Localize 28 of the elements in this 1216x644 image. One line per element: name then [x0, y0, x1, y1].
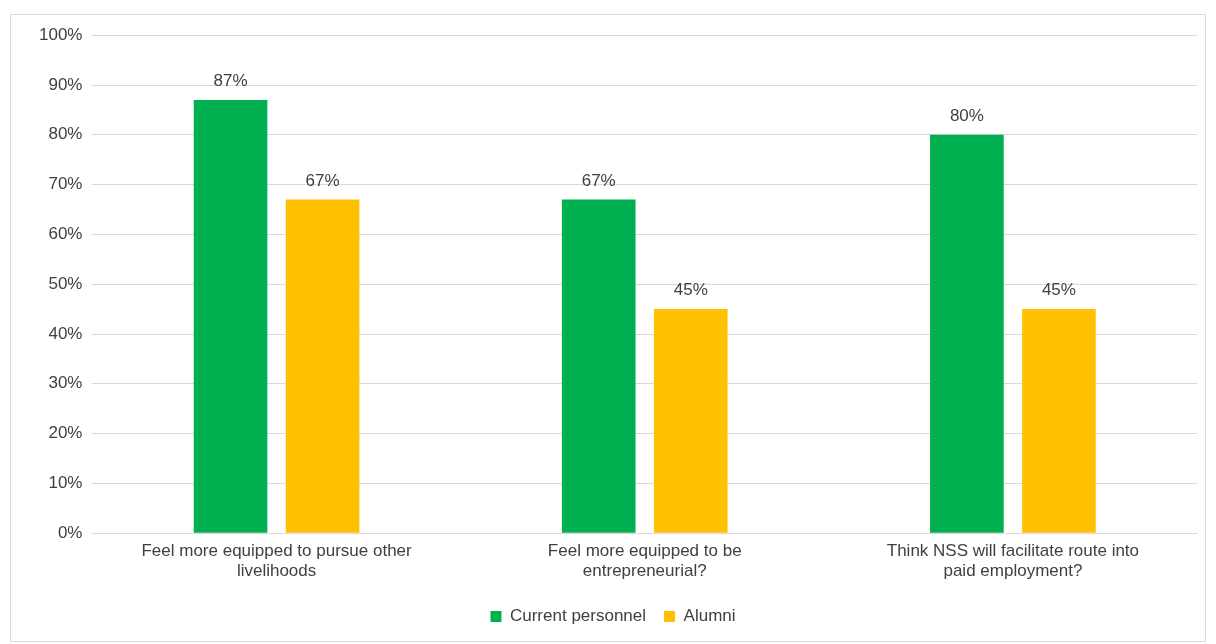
legend-label: Current personnel: [509, 606, 647, 626]
y-tick-label: 80%: [48, 124, 83, 144]
bar: [561, 199, 636, 533]
x-tick-label: Think NSS will facilitate route into paid employment?: [886, 541, 1140, 581]
bar: [1022, 309, 1096, 533]
y-tick-label: 50%: [48, 273, 83, 293]
x-tick-label: Feel more equipped to be entrepreneurial?: [547, 541, 742, 581]
y-tick-label: 0%: [57, 522, 83, 542]
y-tick-label: 100%: [39, 24, 83, 44]
y-tick-label: 90%: [48, 74, 83, 94]
bar: [193, 99, 268, 533]
text: 45%: [673, 280, 708, 300]
text: 67%: [305, 170, 340, 190]
text: 87%: [213, 71, 248, 91]
y-tick-label: 10%: [48, 473, 83, 493]
bar: [930, 134, 1004, 533]
bar: [285, 199, 360, 533]
x-tick-label: Feel more equipped to pursue other livelihoods: [141, 541, 413, 581]
y-tick-label: 40%: [48, 323, 83, 343]
y-tick-label: 70%: [48, 174, 83, 194]
legend-label: Alumni: [683, 606, 736, 626]
text: 67%: [581, 170, 616, 190]
y-tick-label: 60%: [48, 224, 83, 244]
text: 45%: [1041, 280, 1076, 300]
bar: [653, 309, 728, 533]
y-tick-label: 20%: [48, 423, 83, 443]
text: 80%: [949, 105, 984, 125]
y-tick-label: 30%: [48, 373, 83, 393]
